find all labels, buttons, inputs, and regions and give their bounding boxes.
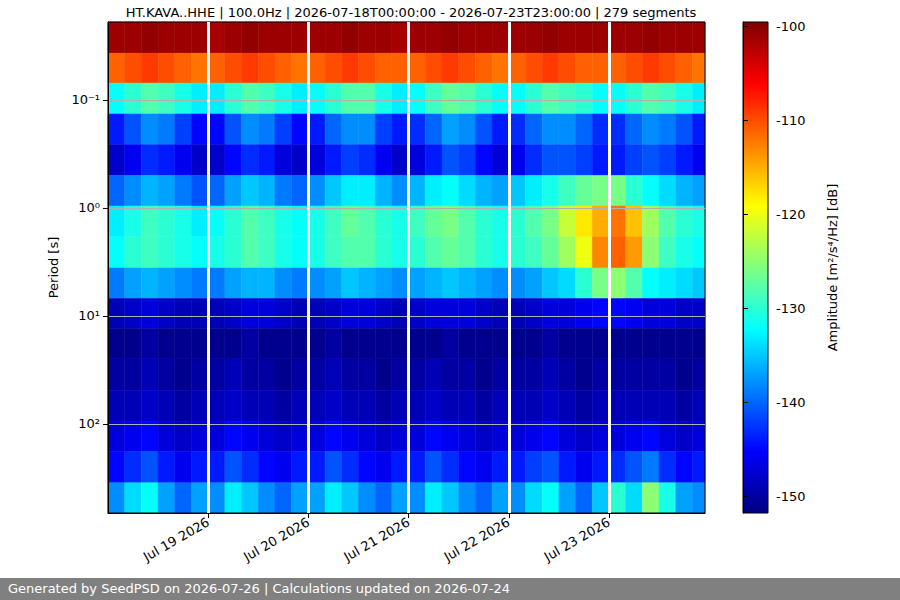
svg-text:10¹: 10¹ <box>78 308 100 323</box>
svg-text:Jul 23 2026: Jul 23 2026 <box>541 515 613 565</box>
svg-text:10⁰: 10⁰ <box>78 200 100 215</box>
svg-text:Jul 21 2026: Jul 21 2026 <box>340 515 412 565</box>
svg-text:-120: -120 <box>776 207 806 222</box>
svg-text:10⁻¹: 10⁻¹ <box>71 92 100 107</box>
svg-text:Jul 20 2026: Jul 20 2026 <box>240 515 312 565</box>
svg-text:Jul 19 2026: Jul 19 2026 <box>140 515 212 565</box>
svg-text:Period [s]: Period [s] <box>46 237 61 299</box>
svg-text:-110: -110 <box>776 113 806 128</box>
svg-text:-100: -100 <box>776 19 806 34</box>
svg-text:Jul 22 2026: Jul 22 2026 <box>441 515 513 565</box>
svg-text:-130: -130 <box>776 301 806 316</box>
svg-text:Amplitude [m²/s⁴/Hz] [dB]: Amplitude [m²/s⁴/Hz] [dB] <box>825 184 840 352</box>
svg-text:HT.KAVA..HHE | 100.0Hz | 2026-: HT.KAVA..HHE | 100.0Hz | 2026-07-18T00:0… <box>126 5 697 20</box>
svg-text:-150: -150 <box>776 489 806 504</box>
svg-text:Generated by SeedPSD on 2026-0: Generated by SeedPSD on 2026-07-26 | Cal… <box>8 581 510 596</box>
svg-text:10²: 10² <box>78 416 100 431</box>
svg-text:-140: -140 <box>776 395 806 410</box>
